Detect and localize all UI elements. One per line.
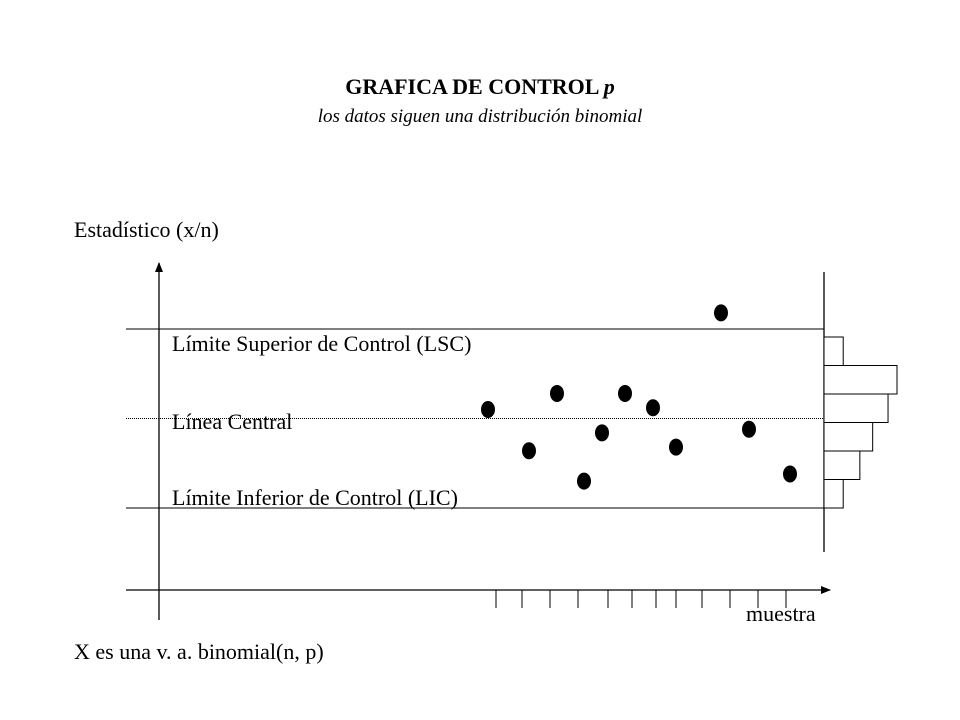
histogram-bar	[823, 336, 844, 366]
data-point	[595, 424, 609, 442]
distribution-histogram	[823, 336, 898, 509]
chart-subtitle: los datos siguen una distribución binomi…	[317, 106, 643, 127]
data-point	[783, 465, 797, 483]
x-ticks	[495, 590, 787, 608]
data-point	[481, 401, 495, 419]
data-point	[618, 384, 632, 402]
center-line-label: Línea Central	[172, 409, 293, 434]
histogram-bar	[823, 393, 889, 423]
data-point	[522, 442, 536, 460]
histogram-bar	[823, 479, 844, 509]
chart-title: GRAFICA DE CONTROL p	[0, 74, 960, 100]
y-axis-label: Estadístico (x/n)	[74, 217, 219, 242]
data-point	[646, 399, 660, 417]
chart-title-main: GRAFICA DE CONTROL	[345, 74, 599, 99]
data-point	[742, 420, 756, 438]
data-point	[714, 304, 728, 322]
histogram-bar	[823, 450, 861, 480]
histogram-bar	[823, 422, 874, 452]
lsc-label: Límite Superior de Control (LSC)	[172, 331, 472, 356]
lic-label: Límite Inferior de Control (LIC)	[172, 485, 458, 510]
data-point	[669, 438, 683, 456]
histogram-bar	[823, 365, 898, 395]
chart-title-variable: p	[603, 74, 615, 99]
data-points	[481, 304, 797, 490]
footer-note: X es una v. a. binomial(n, p)	[74, 639, 324, 664]
data-point	[577, 472, 591, 490]
data-point	[550, 384, 564, 402]
